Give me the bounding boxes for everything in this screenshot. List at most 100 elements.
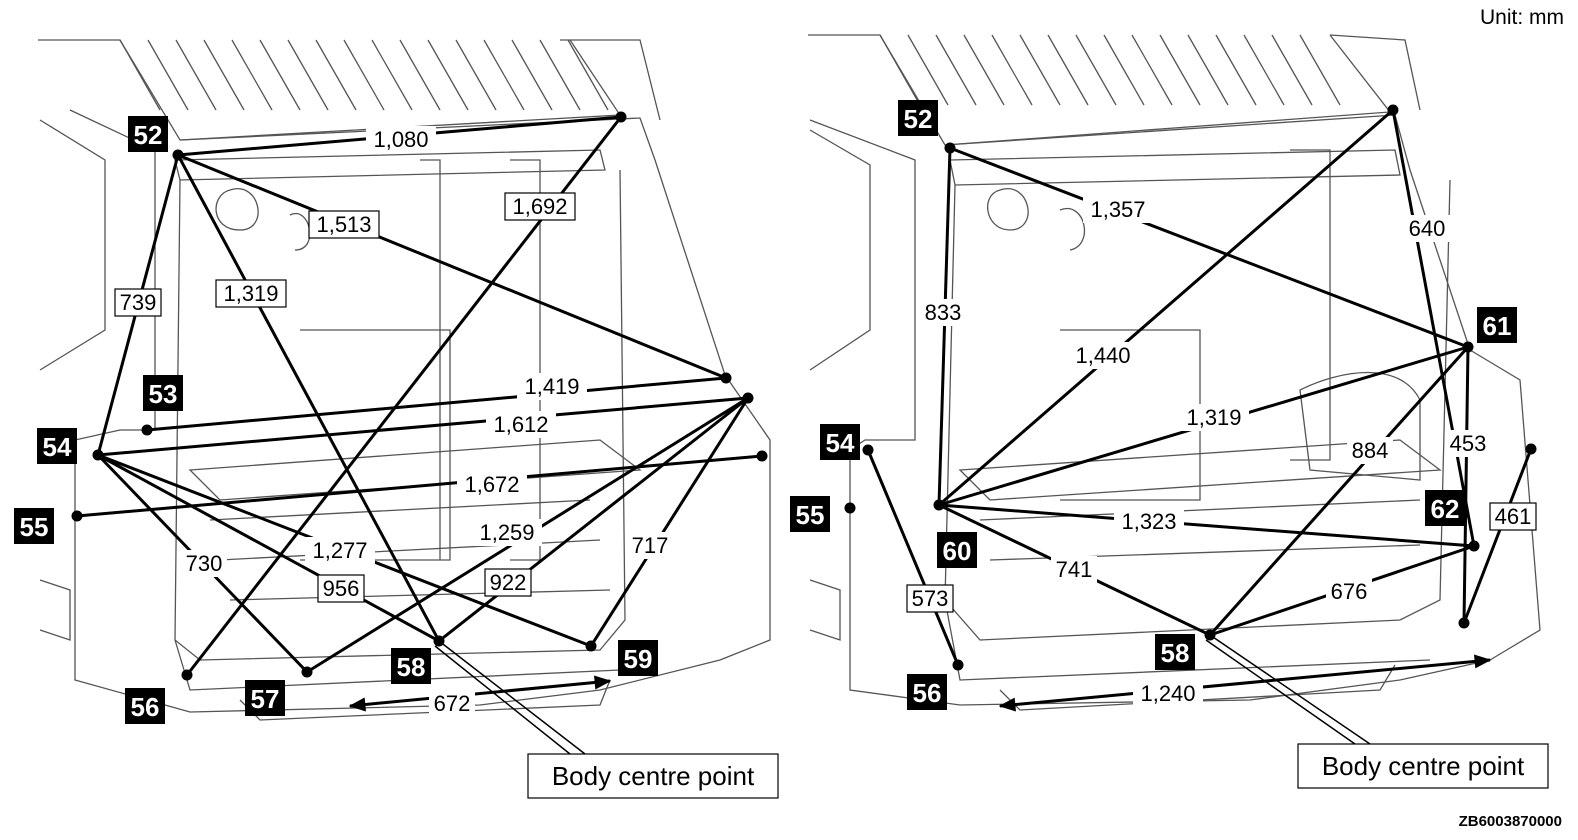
dimension-line-left-12: [97, 453, 440, 643]
measurement-point-right-56: [952, 659, 964, 671]
svg-text:741: 741: [1056, 557, 1093, 582]
point-marker-right-61: 61: [1477, 307, 1517, 343]
svg-text:52: 52: [134, 120, 163, 150]
dimension-label-right-1: 1,357: [1083, 196, 1153, 223]
dimension-line-left-3: [177, 153, 727, 380]
dimension-label-right-8: 461: [1489, 502, 1537, 531]
svg-text:1,323: 1,323: [1121, 509, 1176, 534]
svg-text:1,692: 1,692: [512, 194, 567, 219]
dimension-label-right-12: 676: [1326, 578, 1372, 605]
dimension-line-right-4: [938, 108, 1394, 507]
svg-text:54: 54: [826, 428, 855, 458]
dimension-label-right-4: 1,440: [1068, 342, 1138, 369]
svg-text:54: 54: [43, 432, 72, 462]
svg-text:739: 739: [120, 290, 157, 315]
dimension-line-right-9: [938, 503, 1475, 548]
dimension-label-left-3: 1,513: [308, 210, 380, 239]
svg-text:1,440: 1,440: [1075, 343, 1130, 368]
measurement-point-left-54: [92, 449, 104, 461]
measurement-point-left-a: [615, 111, 627, 123]
point-marker-left-59: 59: [618, 640, 658, 676]
measurement-point-right-52: [944, 142, 956, 154]
dimension-label-left-5: 1,319: [215, 279, 287, 308]
body-centre-callout-right: Body centre point: [1205, 634, 1549, 789]
dimension-label-left-11: 730: [181, 550, 227, 577]
point-marker-left-58: 58: [391, 648, 431, 684]
measurement-point-right-62: [1468, 540, 1480, 552]
point-marker-right-55: 55: [790, 496, 830, 532]
svg-text:1,319: 1,319: [1186, 405, 1241, 430]
svg-text:1,419: 1,419: [524, 374, 579, 399]
reference-code: ZB6003870000: [1459, 813, 1562, 830]
dimension-line-right-3: [937, 147, 952, 506]
dimension-line-left-6: [146, 376, 727, 432]
point-marker-right-60: 60: [937, 532, 977, 568]
svg-text:58: 58: [1161, 638, 1190, 668]
dimension-label-right-10: 741: [1051, 556, 1097, 583]
dimension-label-left-6: 1,419: [517, 373, 587, 400]
dimension-label-left-10: 1,277: [305, 537, 375, 564]
svg-text:453: 453: [1450, 431, 1487, 456]
measurement-point-right-f: [1525, 443, 1537, 455]
svg-text:62: 62: [1431, 494, 1460, 524]
measurement-point-left-59: [585, 640, 597, 652]
point-marker-right-52: 52: [898, 100, 938, 136]
svg-text:58: 58: [397, 652, 426, 682]
dimension-line-right-6: [1208, 345, 1470, 637]
svg-text:1,612: 1,612: [493, 412, 548, 437]
svg-text:55: 55: [20, 512, 49, 542]
dimension-label-right-13: 1,240: [1133, 680, 1203, 707]
svg-text:60: 60: [943, 536, 972, 566]
dimension-line-left-15: [348, 675, 612, 712]
svg-text:717: 717: [632, 533, 669, 558]
callouts: Body centre point Body centre point: [434, 634, 1549, 799]
dimension-label-left-15: 672: [429, 690, 475, 717]
dimension-label-left-4: 739: [114, 288, 162, 317]
svg-text:833: 833: [925, 300, 962, 325]
dimension-label-left-9: 1,259: [472, 519, 542, 546]
measurement-point-left-d: [756, 450, 768, 462]
dimension-line-left-14: [589, 397, 750, 647]
dimension-line-left-5: [176, 154, 441, 642]
dimension-label-left-14: 717: [627, 532, 673, 559]
dimension-line-right-8: [1462, 448, 1533, 624]
measurement-point-left-b: [720, 372, 732, 384]
dimension-label-left-7: 1,612: [486, 411, 556, 438]
svg-text:56: 56: [913, 678, 942, 708]
svg-text:676: 676: [1331, 579, 1368, 604]
svg-text:59: 59: [624, 644, 653, 674]
measurement-point-right-g: [1458, 617, 1470, 629]
measurement-point-right-55: [844, 502, 856, 514]
point-marker-left-53: 53: [143, 375, 183, 411]
svg-text:672: 672: [434, 691, 471, 716]
measurement-point-right-61: [1462, 341, 1474, 353]
point-marker-left-57: 57: [245, 680, 285, 716]
dimension-line-left-13: [438, 396, 749, 643]
svg-text:1,240: 1,240: [1140, 681, 1195, 706]
measurement-point-left-c: [742, 392, 754, 404]
svg-text:1,277: 1,277: [312, 538, 367, 563]
measurement-point-right-60: [933, 499, 945, 511]
measurement-point-left-55: [71, 510, 83, 522]
point-marker-left-54: 54: [37, 428, 77, 464]
dimension-label-left-2: 1,692: [504, 192, 576, 221]
measurement-point-left-56: [181, 669, 193, 681]
measurement-point-right-54: [862, 444, 874, 456]
dimension-label-left-1: 1,080: [366, 126, 436, 153]
dimension-line-right-13: [998, 654, 1492, 712]
svg-text:640: 640: [1409, 216, 1446, 241]
point-marker-right-56: 56: [907, 674, 947, 710]
svg-text:57: 57: [251, 684, 280, 714]
dimension-line-left-7: [97, 396, 749, 457]
point-marker-left-52: 52: [128, 116, 168, 152]
svg-text:956: 956: [323, 576, 360, 601]
svg-text:1,259: 1,259: [479, 520, 534, 545]
svg-text:1,357: 1,357: [1090, 197, 1145, 222]
svg-text:56: 56: [131, 692, 160, 722]
svg-text:Body centre point: Body centre point: [1322, 751, 1525, 781]
measurement-point-left-52: [172, 149, 184, 161]
svg-text:52: 52: [904, 104, 933, 134]
svg-text:Body centre point: Body centre point: [552, 761, 755, 791]
svg-text:55: 55: [796, 500, 825, 530]
